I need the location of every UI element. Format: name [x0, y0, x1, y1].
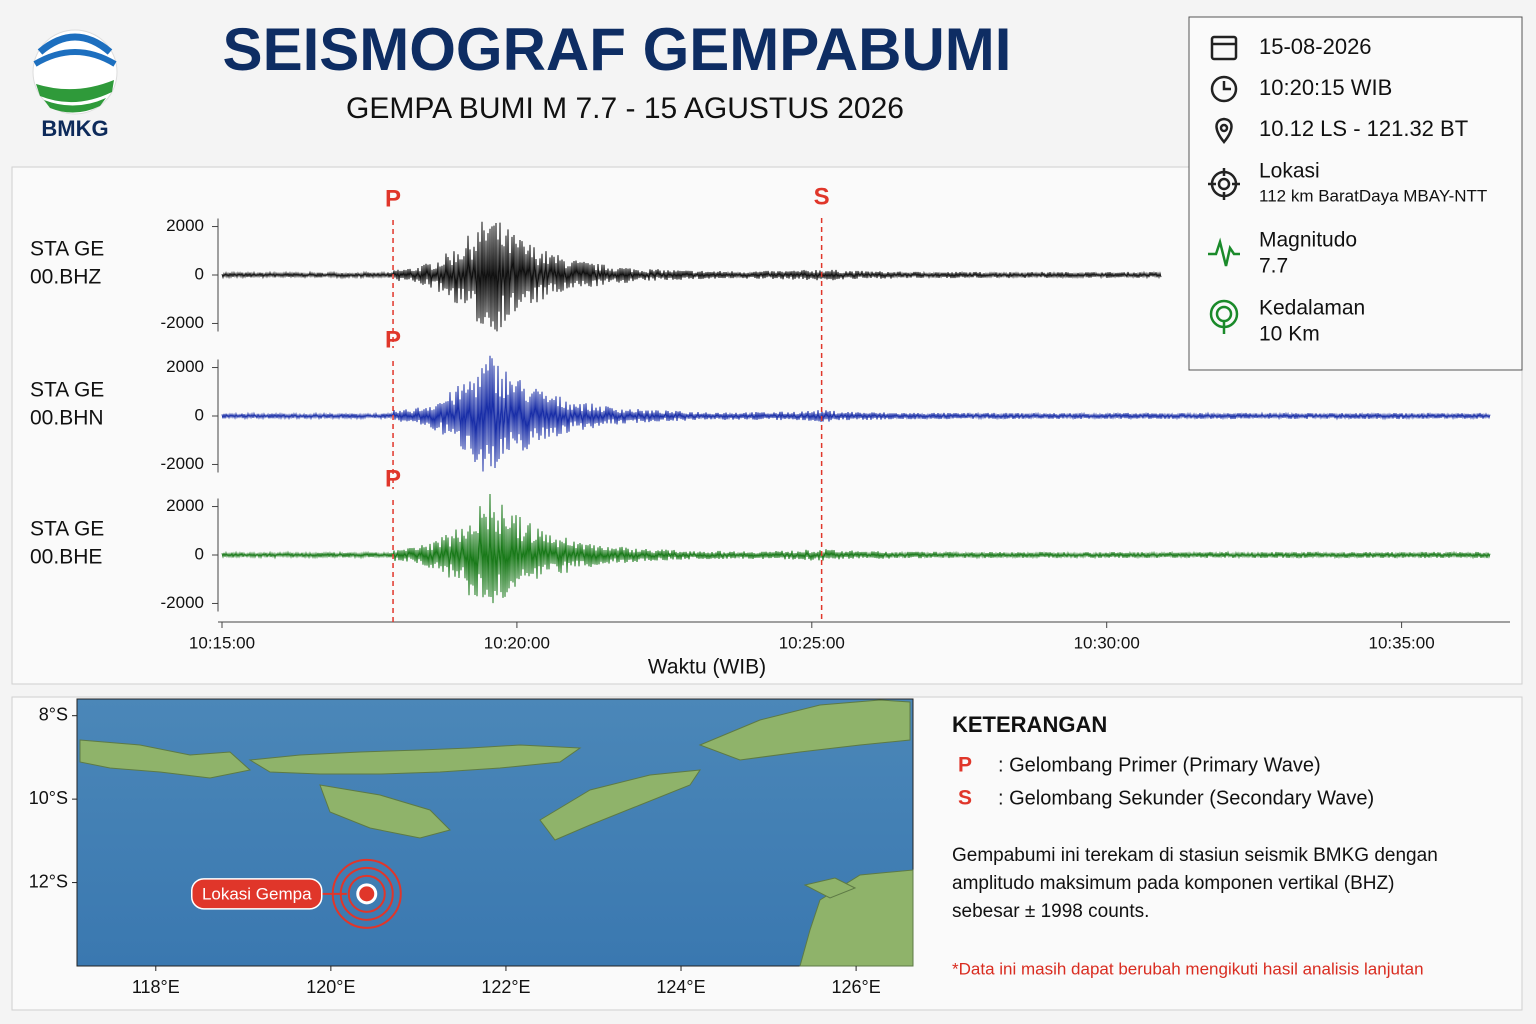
y-tick-label: 0	[195, 544, 204, 563]
x-tick-label: 10:30:00	[1074, 633, 1140, 652]
y-tick-label: 2000	[166, 357, 204, 376]
waveform	[221, 355, 1491, 472]
map-y-tick-label: 8°S	[39, 704, 68, 724]
station-label: STA GE	[30, 518, 104, 541]
x-tick-label: 10:35:00	[1369, 633, 1435, 652]
station-label: STA GE	[30, 238, 104, 261]
logo: BMKG	[32, 29, 118, 141]
map-y-tick-label: 10°S	[29, 788, 68, 808]
info-location-label: Lokasi	[1259, 160, 1320, 183]
y-tick-label: 0	[195, 405, 204, 424]
x-tick-label: 10:15:00	[189, 633, 255, 652]
info-depth-label: Kedalaman	[1259, 297, 1365, 320]
station-label: STA GE	[30, 379, 104, 402]
note-line: amplitudo maksimum pada komponen vertika…	[952, 873, 1394, 894]
logo-text: BMKG	[41, 116, 108, 141]
x-tick-label: 10:20:00	[484, 633, 550, 652]
epicenter-ring	[347, 874, 386, 913]
y-tick-label: -2000	[161, 593, 204, 612]
info-coords: 10.12 LS - 121.32 BT	[1259, 116, 1468, 141]
waveform	[221, 493, 1491, 604]
map	[76, 698, 914, 967]
disclaimer: *Data ini masih dapat berubah mengikuti …	[952, 959, 1424, 978]
p-label: P	[385, 326, 401, 353]
map-x-tick-label: 126°E	[831, 977, 880, 997]
y-tick-label: -2000	[161, 313, 204, 332]
map-x-tick-label: 118°E	[132, 977, 180, 997]
note-line: Gempabumi ini terekam di stasiun seismik…	[952, 845, 1438, 866]
epicenter-label-box	[191, 878, 323, 910]
channel-label: 00.BHE	[30, 546, 102, 569]
info-depth: 10 Km	[1259, 323, 1320, 346]
y-tick-label: -2000	[161, 454, 204, 473]
p-label: P	[385, 185, 401, 212]
waveform	[221, 221, 1162, 332]
legend-text: : Gelombang Primer (Primary Wave)	[998, 754, 1321, 776]
legend-symbol: S	[958, 787, 972, 810]
x-axis-label: Waktu (WIB)	[648, 656, 766, 679]
s-label: S	[814, 183, 830, 210]
channel-label: 00.BHZ	[30, 266, 101, 289]
y-tick-label: 2000	[166, 496, 204, 515]
map-x-tick-label: 120°E	[306, 977, 355, 997]
map-x-tick-label: 122°E	[481, 977, 530, 997]
epicenter-label: Lokasi Gempa	[202, 884, 312, 903]
note-line: sebesar ± 1998 counts.	[952, 901, 1149, 922]
info-time: 10:20:15 WIB	[1259, 75, 1392, 100]
epicenter	[356, 883, 378, 905]
info-location: 112 km BaratDaya MBAY-NTT	[1259, 186, 1487, 205]
y-tick-label: 2000	[166, 216, 204, 235]
x-tick-label: 10:25:00	[779, 633, 845, 652]
info-magnitude: 7.7	[1259, 255, 1288, 278]
legend-title: KETERANGAN	[952, 712, 1107, 737]
info-magnitude-label: Magnitudo	[1259, 229, 1357, 252]
channel-label: 00.BHN	[30, 407, 104, 430]
legend-text: : Gelombang Sekunder (Secondary Wave)	[998, 787, 1374, 809]
map-y-tick-label: 12°S	[29, 871, 68, 891]
legend-symbol: P	[958, 754, 972, 777]
info-box: 15-08-2026 10:20:15 WIB 10.12 LS - 121.3…	[1188, 16, 1523, 371]
info-date: 15-08-2026	[1259, 34, 1372, 59]
subtitle: GEMPA BUMI M 7.7 - 15 AGUSTUS 2026	[346, 92, 904, 125]
y-tick-label: 0	[195, 264, 204, 283]
map-x-tick-label: 124°E	[656, 977, 705, 997]
title: SEISMOGRAF GEMPABUMI	[223, 16, 1012, 83]
p-label: P	[385, 465, 401, 492]
